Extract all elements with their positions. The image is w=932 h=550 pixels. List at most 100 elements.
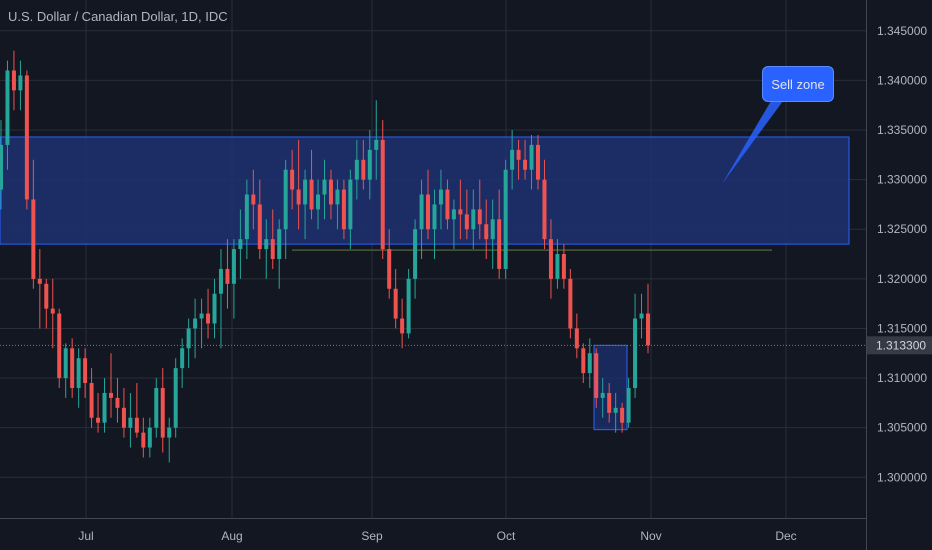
- sell-zone-rect: [0, 136, 850, 245]
- last-price-label-bg: [867, 336, 932, 355]
- candle-body: [147, 427, 152, 448]
- candle-body: [225, 268, 230, 284]
- candle-body: [587, 353, 592, 374]
- candle-body: [335, 189, 340, 205]
- candle-body: [244, 194, 249, 240]
- candle-body: [5, 70, 10, 145]
- candle-body: [464, 214, 469, 230]
- candle-body: [432, 204, 437, 230]
- callout-pointer: [722, 101, 783, 184]
- last-price-label: 1.313300: [876, 338, 926, 352]
- x-tick-label: Jul: [78, 529, 93, 543]
- x-tick-label: Aug: [221, 529, 242, 543]
- candle-body: [639, 313, 644, 319]
- chart-title: U.S. Dollar / Canadian Dollar, 1D, IDC: [8, 9, 228, 24]
- candle-body: [600, 392, 605, 398]
- y-tick-label: 1.320000: [877, 272, 927, 286]
- candle-body: [568, 278, 573, 329]
- candle-body: [413, 229, 418, 279]
- candle-body: [367, 149, 372, 180]
- x-tick-label: Oct: [497, 529, 516, 543]
- candle-body: [186, 328, 191, 349]
- candle-body: [96, 417, 101, 423]
- candle-body: [173, 368, 178, 428]
- candle-body: [115, 397, 120, 408]
- candle-body: [141, 432, 146, 448]
- candle-body: [607, 392, 612, 413]
- y-tick-label: 1.330000: [877, 173, 927, 187]
- candle-body: [257, 204, 262, 250]
- candle-body: [160, 387, 165, 438]
- candle-body: [445, 189, 450, 220]
- candle-body: [102, 392, 107, 423]
- candle-body: [387, 249, 392, 289]
- candle-body: [128, 417, 133, 428]
- candle-body: [393, 288, 398, 319]
- candle-body: [167, 427, 172, 438]
- candle-body: [451, 209, 456, 220]
- candle-body: [458, 209, 463, 215]
- candle-body: [613, 407, 618, 413]
- candle-body: [555, 254, 560, 279]
- sell-zone-label: Sell zone: [762, 66, 834, 102]
- y-tick-label: 1.305000: [877, 421, 927, 435]
- candle-body: [471, 209, 476, 230]
- y-tick-label: 1.315000: [877, 321, 927, 335]
- candle-body: [31, 199, 36, 279]
- candle-body: [341, 189, 346, 230]
- y-tick-label: 1.340000: [877, 73, 927, 87]
- candle-body: [121, 407, 126, 428]
- candle-body: [134, 417, 139, 433]
- candle-body: [11, 70, 16, 91]
- candle-body: [193, 318, 198, 329]
- x-tick-label: Dec: [775, 529, 796, 543]
- candle-body: [516, 149, 521, 160]
- price-axis-bg: [866, 0, 932, 550]
- candle-body: [503, 169, 508, 269]
- candle-body: [490, 219, 495, 240]
- candle-body: [354, 159, 359, 180]
- candle-body: [633, 318, 638, 388]
- candle-body: [361, 159, 366, 180]
- candle-body: [536, 144, 541, 180]
- candle-body: [206, 313, 211, 324]
- candle-body: [70, 348, 75, 388]
- candle-body: [438, 189, 443, 205]
- y-tick-label: 1.335000: [877, 123, 927, 137]
- candle-body: [0, 144, 3, 190]
- candle-body: [626, 387, 631, 423]
- candle-body: [581, 348, 586, 374]
- candle-body: [296, 189, 301, 205]
- candle-body: [348, 179, 353, 230]
- candle-body: [231, 249, 236, 284]
- candle-body: [400, 318, 405, 334]
- candle-body: [328, 179, 333, 205]
- candle-body: [180, 348, 185, 369]
- candle-body: [251, 194, 256, 205]
- candle-body: [24, 75, 29, 200]
- candle-body: [18, 75, 23, 91]
- candle-body: [63, 348, 68, 379]
- candle-body: [76, 358, 81, 388]
- sell-zone-callout[interactable]: Sell zone: [762, 66, 834, 102]
- candle-body: [497, 219, 502, 269]
- candle-body: [374, 139, 379, 150]
- candle-body: [529, 144, 534, 170]
- candle-body: [154, 387, 159, 428]
- candle-body: [44, 283, 49, 309]
- candle-body: [646, 313, 650, 346]
- time-axis-bg: [0, 518, 866, 550]
- y-tick-label: 1.310000: [877, 371, 927, 385]
- candle-body: [57, 313, 62, 379]
- candle-body: [83, 358, 88, 384]
- y-tick-label: 1.325000: [877, 222, 927, 236]
- candle-body: [238, 239, 243, 250]
- candle-body: [277, 229, 282, 259]
- candle-body: [322, 179, 327, 195]
- candle-body: [426, 194, 431, 230]
- candle-body: [108, 392, 113, 398]
- candle-body: [574, 328, 579, 349]
- candle-body: [270, 239, 275, 259]
